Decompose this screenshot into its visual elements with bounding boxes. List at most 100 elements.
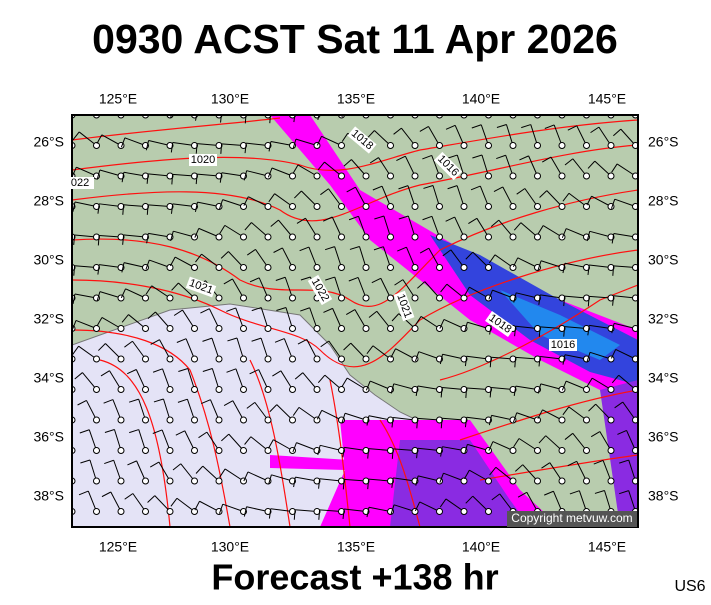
barb-flag: [96, 291, 101, 302]
barb-flag: [194, 228, 200, 238]
barb-flag: [51, 402, 59, 408]
barb-station: [166, 172, 174, 180]
barb-flag: [177, 398, 188, 403]
barb-staff: [517, 257, 538, 268]
barb-staff: [232, 400, 244, 421]
barb-flag: [273, 247, 283, 253]
lon-label-top: 125°E: [99, 91, 137, 107]
barb-station: [289, 172, 296, 180]
barb-station: [240, 264, 247, 271]
barb-station: [411, 508, 419, 515]
barb-flag: [268, 474, 272, 485]
barb-flag: [317, 161, 325, 171]
barb-flag: [611, 233, 615, 244]
barb-flag: [371, 277, 381, 284]
barb-flag: [269, 404, 278, 413]
barb-flag: [300, 307, 310, 312]
barb-staff: [274, 193, 293, 207]
barb-staff: [454, 125, 465, 146]
barb-staff: [258, 369, 269, 390]
barb-station: [607, 386, 615, 393]
barb-station: [632, 447, 638, 454]
barb-flag: [147, 311, 156, 320]
barb-flag: [292, 164, 299, 174]
barb-flag: [463, 286, 470, 297]
barb-staff: [251, 222, 269, 238]
barb-flag: [521, 124, 531, 129]
barb-station: [215, 447, 223, 454]
copyright: Copyright metvuw.com: [511, 511, 632, 525]
barb-staff: [368, 478, 391, 482]
barb-staff: [420, 316, 440, 329]
isobar-label-bg: [549, 339, 577, 351]
barb-staff: [414, 115, 415, 116]
barb-station: [142, 508, 149, 515]
barb-staff: [568, 406, 587, 421]
barb-flag: [171, 174, 174, 185]
barb-flag: [422, 154, 432, 160]
barb-flag: [195, 143, 198, 154]
barb-flag: [226, 307, 236, 312]
barb-staff: [417, 417, 440, 421]
barb-staff: [297, 164, 318, 177]
barb-station: [460, 416, 468, 424]
barb-staff: [553, 124, 563, 146]
barb-staff: [446, 283, 465, 299]
barb-station: [264, 447, 272, 454]
barb-flag: [103, 399, 114, 404]
barb-staff: [324, 161, 342, 177]
barb-station: [534, 355, 541, 363]
barb-station: [264, 508, 272, 515]
barb-flag: [249, 277, 260, 283]
barb-station: [534, 203, 541, 210]
barb-staff: [61, 96, 72, 115]
barb-staff: [589, 324, 612, 329]
barb-staff: [368, 448, 391, 451]
barb-staff: [456, 185, 465, 207]
barb-staff: [442, 353, 465, 360]
barb-flag: [268, 193, 276, 203]
barb-station: [583, 142, 590, 149]
barb-station: [534, 233, 541, 241]
barb-staff: [184, 430, 195, 451]
barb-station: [632, 355, 638, 363]
barb-flag: [152, 368, 163, 373]
barb-staff: [155, 311, 171, 329]
barb-station: [338, 203, 345, 210]
barb-staff: [280, 370, 293, 390]
barb-station: [632, 477, 638, 485]
lat-label-right: 36°S: [648, 429, 679, 445]
barb-flag: [128, 398, 139, 403]
barb-station: [338, 294, 345, 302]
barb-staff: [378, 157, 391, 177]
barb-station: [191, 416, 198, 424]
barb-staff: [305, 217, 318, 238]
barb-flag: [521, 94, 531, 97]
barb-station: [509, 264, 517, 271]
barb-station: [362, 264, 370, 271]
barb-station: [460, 355, 468, 363]
barb-station: [166, 508, 174, 515]
barb-staff: [125, 288, 146, 299]
barb-flag: [200, 308, 210, 314]
barb-flag: [74, 372, 83, 380]
barb-staff: [585, 115, 587, 116]
barb-flag: [251, 307, 262, 312]
barb-staff: [505, 155, 514, 177]
barb-station: [583, 325, 590, 332]
barb-flag: [243, 471, 249, 482]
barb-flag: [610, 199, 616, 209]
barb-flag: [100, 370, 110, 377]
barb-flag: [227, 337, 238, 342]
barb-station: [387, 203, 394, 210]
barb-station: [264, 203, 272, 210]
barb-station: [583, 477, 590, 485]
barb-flag: [170, 142, 174, 153]
barb-flag: [490, 219, 500, 228]
barb-station: [558, 142, 566, 149]
barb-staff: [524, 188, 538, 207]
barb-flag: [48, 164, 53, 172]
barb-staff: [515, 325, 538, 329]
barb-flag: [391, 477, 394, 488]
barb-staff: [550, 156, 563, 177]
